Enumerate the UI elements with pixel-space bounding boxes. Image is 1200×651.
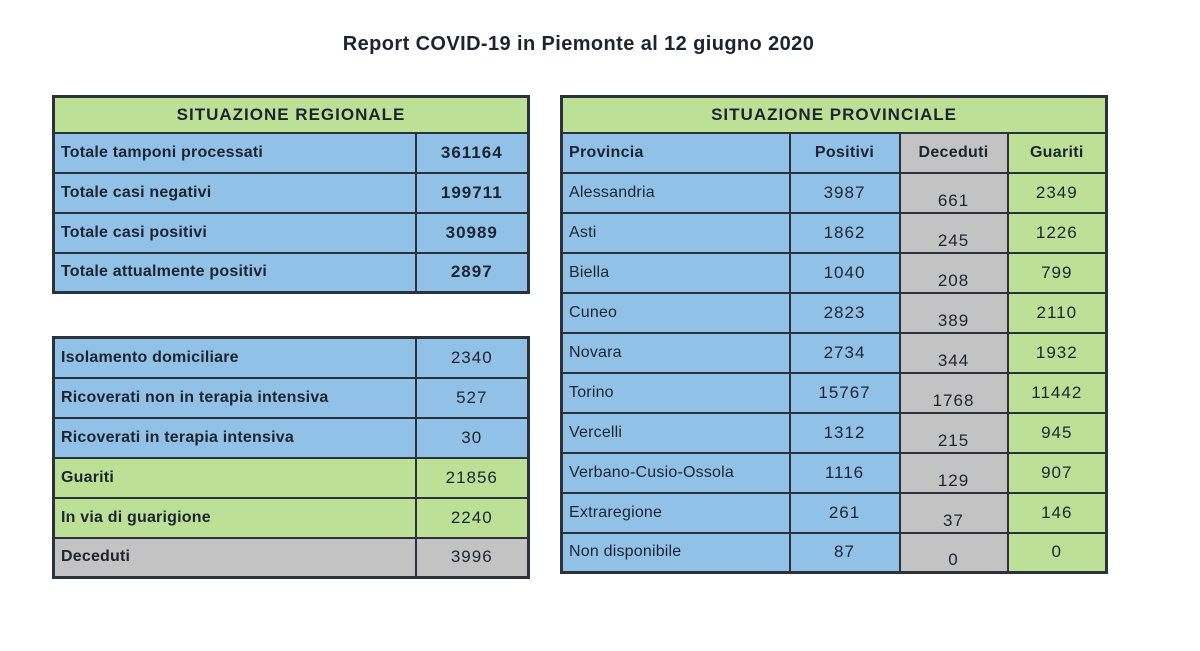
row-label: Totale casi positivi xyxy=(52,211,417,254)
regional-detail-table: Isolamento domiciliare 2340 Ricoverati non… xyxy=(52,336,530,579)
regional-summary-row: Totale attualmente positivi 2897 xyxy=(52,251,530,294)
positivi-value: 1040 xyxy=(788,251,901,294)
report-title: Report COVID-19 in Piemonte al 12 giugno… xyxy=(342,33,815,55)
provincial-row: Vercelli 1312 215 945 xyxy=(560,411,1108,454)
guariti-value: 907 xyxy=(1006,451,1108,494)
positivi-value: 1862 xyxy=(788,211,901,254)
regional-section: SITUAZIONE REGIONALE Totale tamponi proc… xyxy=(52,95,531,579)
province-name: Asti xyxy=(560,211,791,254)
guariti-value: 0 xyxy=(1006,531,1108,574)
province-name: Alessandria xyxy=(560,171,791,214)
regional-summary-row: Totale casi positivi 30989 xyxy=(52,211,530,254)
row-label: Isolamento domiciliare xyxy=(52,336,417,379)
guariti-value: 2110 xyxy=(1006,291,1108,334)
row-label: Totale attualmente positivi xyxy=(52,251,417,294)
provincial-row: Torino 15767 1768 11442 xyxy=(560,371,1108,414)
guariti-value: 1932 xyxy=(1006,331,1108,374)
regional-detail-row: In via di guarigione 2240 xyxy=(52,496,530,539)
provincial-row: Extraregione 261 37 146 xyxy=(560,491,1108,534)
province-name: Vercelli xyxy=(560,411,791,454)
deceduti-value: 0 xyxy=(898,531,1009,574)
regional-summary-row: Totale tamponi processati 361164 xyxy=(52,131,530,174)
regional-detail-row: Ricoverati in terapia intensiva 30 xyxy=(52,416,530,459)
row-value: 2897 xyxy=(414,251,530,294)
row-label: Ricoverati in terapia intensiva xyxy=(52,416,417,459)
positivi-value: 3987 xyxy=(788,171,901,214)
deceduti-value: 1768 xyxy=(898,371,1009,414)
provincial-row: Novara 2734 344 1932 xyxy=(560,331,1108,374)
regional-table-title: SITUAZIONE REGIONALE xyxy=(52,95,530,134)
province-name: Cuneo xyxy=(560,291,791,334)
regional-detail-row: Ricoverati non in terapia intensiva 527 xyxy=(52,376,530,419)
provincial-row: Verbano-Cusio-Ossola 1116 129 907 xyxy=(560,451,1108,494)
province-name: Verbano-Cusio-Ossola xyxy=(560,451,791,494)
column-header-deceduti: Deceduti xyxy=(898,131,1009,174)
deceduti-value: 129 xyxy=(898,451,1009,494)
provincial-table: SITUAZIONE PROVINCIALE Provincia Positiv… xyxy=(560,95,1109,574)
provincial-column-header-row: Provincia Positivi Deceduti Guariti xyxy=(560,131,1108,174)
row-value: 2340 xyxy=(414,336,530,379)
deceduti-value: 344 xyxy=(898,331,1009,374)
guariti-value: 146 xyxy=(1006,491,1108,534)
provincial-row: Biella 1040 208 799 xyxy=(560,251,1108,294)
guariti-value: 2349 xyxy=(1006,171,1108,214)
regional-detail-row: Deceduti 3996 xyxy=(52,536,530,579)
province-name: Torino xyxy=(560,371,791,414)
province-name: Biella xyxy=(560,251,791,294)
positivi-value: 87 xyxy=(788,531,901,574)
provincial-table-title: SITUAZIONE PROVINCIALE xyxy=(560,95,1108,134)
row-label: Deceduti xyxy=(52,536,417,579)
province-name: Extraregione xyxy=(560,491,791,534)
provincial-row: Alessandria 3987 661 2349 xyxy=(560,171,1108,214)
provincial-section: SITUAZIONE PROVINCIALE Provincia Positiv… xyxy=(560,95,1109,574)
positivi-value: 2734 xyxy=(788,331,901,374)
row-label: Ricoverati non in terapia intensiva xyxy=(52,376,417,419)
guariti-value: 11442 xyxy=(1006,371,1108,414)
row-value: 30 xyxy=(414,416,530,459)
provincial-row: Asti 1862 245 1226 xyxy=(560,211,1108,254)
row-value: 361164 xyxy=(414,131,530,174)
regional-summary-row: Totale casi negativi 199711 xyxy=(52,171,530,214)
deceduti-value: 389 xyxy=(898,291,1009,334)
row-label: Totale tamponi processati xyxy=(52,131,417,174)
row-value: 199711 xyxy=(414,171,530,214)
regional-summary-table: SITUAZIONE REGIONALE Totale tamponi proc… xyxy=(52,95,531,294)
positivi-value: 1116 xyxy=(788,451,901,494)
deceduti-value: 37 xyxy=(898,491,1009,534)
row-label: In via di guarigione xyxy=(52,496,417,539)
column-header-positivi: Positivi xyxy=(788,131,901,174)
regional-detail-row: Guariti 21856 xyxy=(52,456,530,499)
deceduti-value: 208 xyxy=(898,251,1009,294)
province-name: Non disponibile xyxy=(560,531,791,574)
provincial-header-row: SITUAZIONE PROVINCIALE xyxy=(560,95,1108,134)
province-name: Novara xyxy=(560,331,791,374)
column-header-provincia: Provincia xyxy=(560,131,791,174)
row-value: 3996 xyxy=(414,536,530,579)
guariti-value: 945 xyxy=(1006,411,1108,454)
positivi-value: 15767 xyxy=(788,371,901,414)
deceduti-value: 245 xyxy=(898,211,1009,254)
positivi-value: 2823 xyxy=(788,291,901,334)
guariti-value: 799 xyxy=(1006,251,1108,294)
deceduti-value: 661 xyxy=(898,171,1009,214)
row-label: Guariti xyxy=(52,456,417,499)
positivi-value: 261 xyxy=(788,491,901,534)
guariti-value: 1226 xyxy=(1006,211,1108,254)
positivi-value: 1312 xyxy=(788,411,901,454)
row-value: 2240 xyxy=(414,496,530,539)
row-value: 30989 xyxy=(414,211,530,254)
deceduti-value: 215 xyxy=(898,411,1009,454)
provincial-row: Non disponibile 87 0 0 xyxy=(560,531,1108,574)
row-label: Totale casi negativi xyxy=(52,171,417,214)
row-value: 527 xyxy=(414,376,530,419)
provincial-row: Cuneo 2823 389 2110 xyxy=(560,291,1108,334)
row-value: 21856 xyxy=(414,456,530,499)
column-header-guariti: Guariti xyxy=(1006,131,1108,174)
regional-detail-row: Isolamento domiciliare 2340 xyxy=(52,336,530,379)
regional-header-row: SITUAZIONE REGIONALE xyxy=(52,95,530,134)
